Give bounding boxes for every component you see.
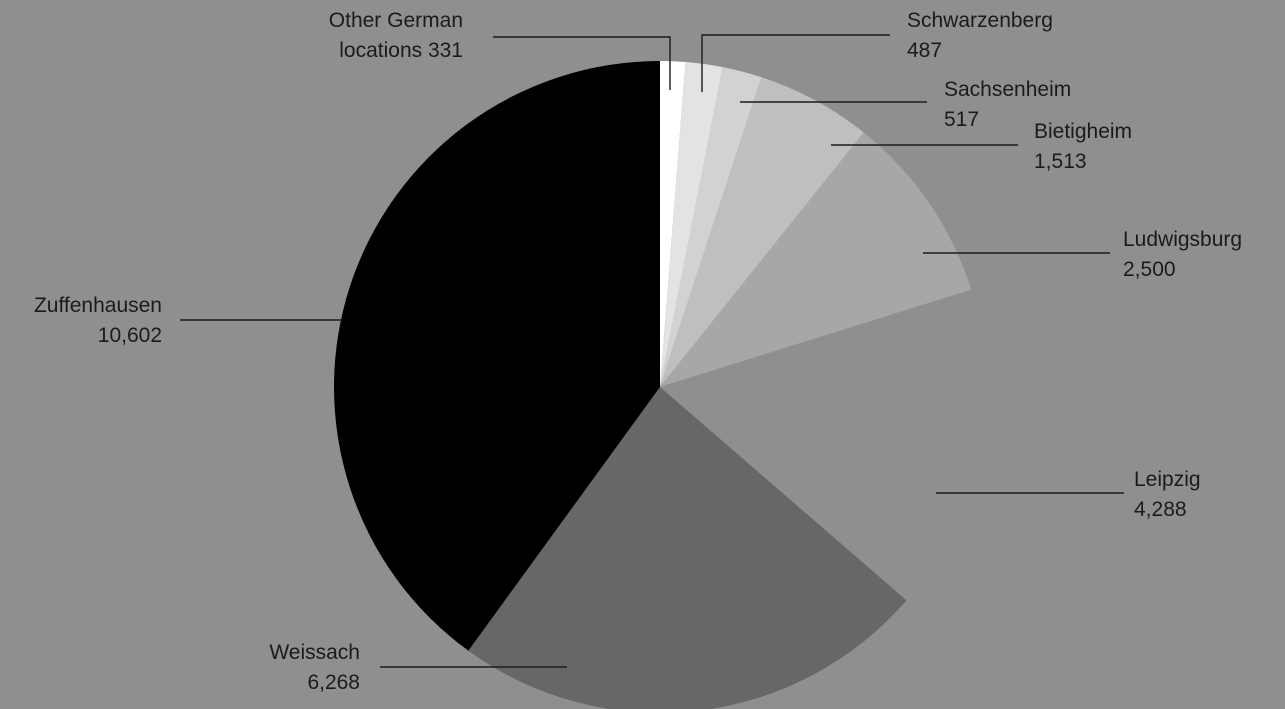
label-leipzig: Leipzig 4,288: [1134, 465, 1201, 525]
label-schwarzenberg: Schwarzenberg 487: [907, 6, 1053, 66]
label-weissach-name: Weissach: [269, 641, 360, 664]
leader-lines: [180, 34, 1124, 668]
label-other-line1: Other German: [328, 9, 463, 32]
label-bietigheim-value: 1,513: [1034, 150, 1087, 173]
pie-slice-leipzig: [660, 289, 986, 601]
label-schwarzenberg-name: Schwarzenberg: [907, 9, 1053, 32]
label-other-line2: locations 331: [339, 39, 463, 62]
leader-line-schwarzenberg: [701, 34, 890, 92]
label-leipzig-name: Leipzig: [1134, 468, 1201, 491]
pie-slice-ludwigsburg: [660, 132, 972, 387]
leader-line-other: [493, 36, 671, 90]
label-zuffenhausen-name: Zuffenhausen: [33, 294, 162, 317]
label-ludwigsburg-name: Ludwigsburg: [1123, 228, 1243, 251]
label-zuffenhausen: Zuffenhausen 10,602: [34, 291, 162, 351]
pie-slices: [334, 60, 986, 709]
label-other-german-locations: Other German locations 331: [329, 6, 463, 66]
label-schwarzenberg-value: 487: [907, 39, 943, 62]
label-bietigheim: Bietigheim 1,513: [1034, 117, 1132, 177]
pie-slice-bietigheim: [660, 77, 864, 387]
label-ludwigsburg: Ludwigsburg 2,500: [1123, 225, 1242, 285]
pie-slice-weissach: [468, 387, 907, 709]
label-bietigheim-name: Bietigheim: [1034, 120, 1133, 143]
pie-slice-zuffenhausen: [334, 61, 660, 651]
label-sachsenheim-value: 517: [944, 108, 980, 131]
label-weissach: Weissach 6,268: [269, 638, 360, 698]
label-sachsenheim: Sachsenheim 517: [944, 75, 1071, 135]
label-sachsenheim-name: Sachsenheim: [944, 78, 1072, 101]
pie-slice-schwarzenberg: [660, 62, 723, 387]
label-ludwigsburg-value: 2,500: [1123, 258, 1176, 281]
pie-slice-other-german-locations: [660, 60, 686, 387]
label-zuffenhausen-value: 10,602: [97, 324, 162, 347]
pie-slice-sachsenheim: [660, 67, 762, 388]
label-leipzig-value: 4,288: [1134, 498, 1187, 521]
label-weissach-value: 6,268: [307, 671, 360, 694]
